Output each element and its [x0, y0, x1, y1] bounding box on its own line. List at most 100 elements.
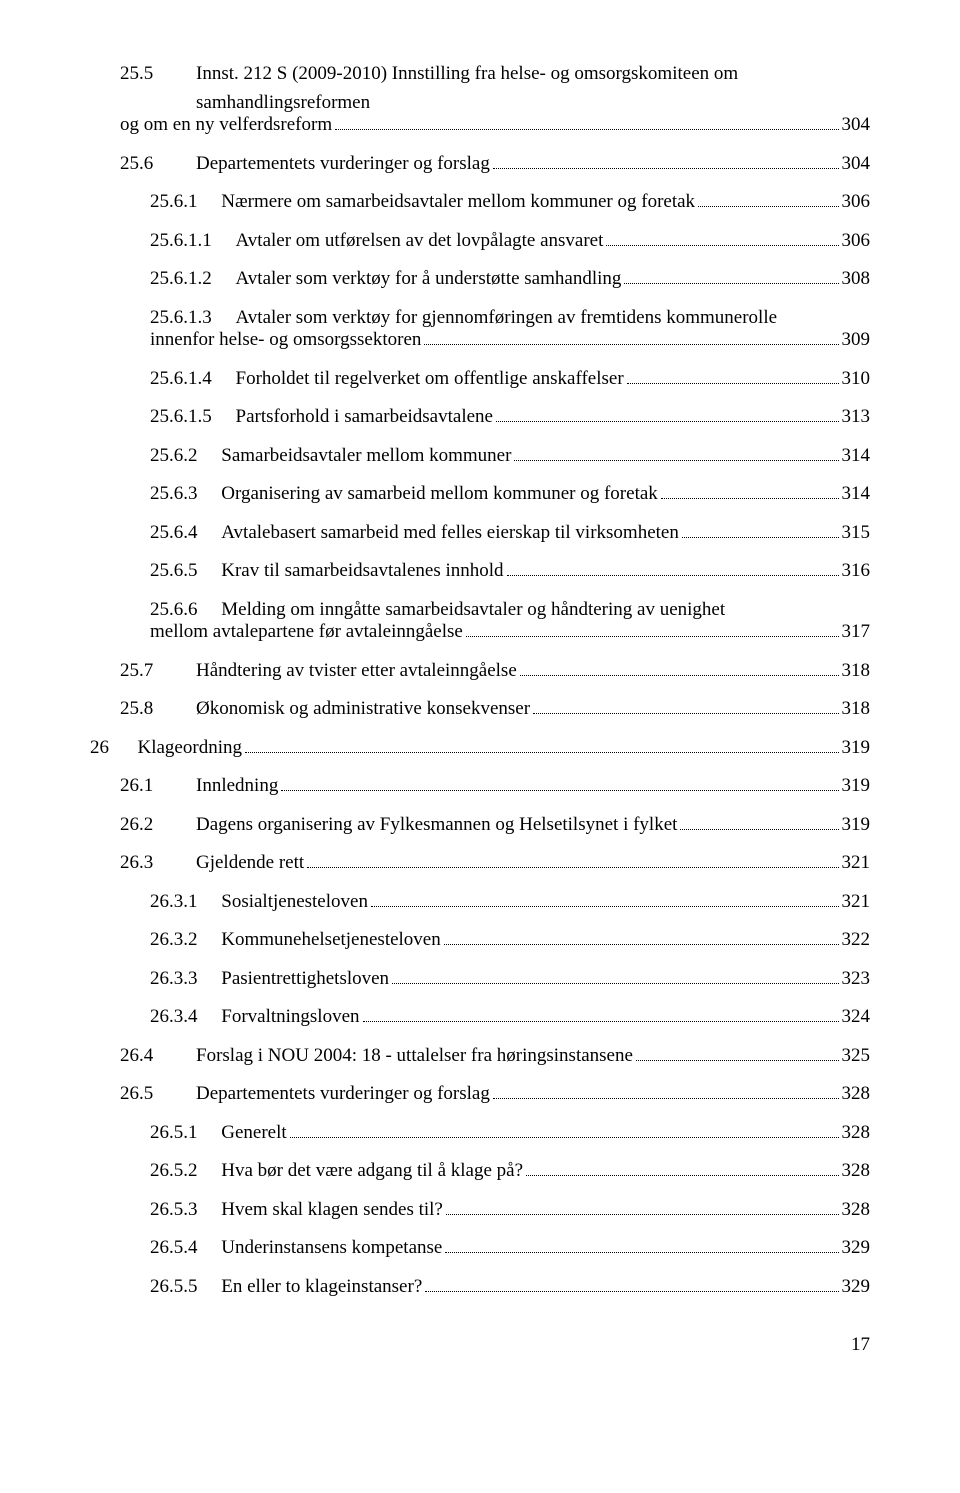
toc-number: 26	[90, 734, 138, 763]
toc-page: 313	[842, 403, 871, 432]
toc-entry: 26.3.1 Sosialtjenesteloven321	[150, 888, 870, 917]
toc-title: Klageordning	[138, 734, 242, 763]
toc-leader-dots	[392, 983, 838, 984]
toc-page: 304	[842, 111, 871, 140]
toc-leader-dots	[444, 944, 839, 945]
toc-title: Krav til samarbeidsavtalenes innhold	[221, 557, 503, 586]
toc-page: 318	[842, 695, 871, 724]
toc-page: 328	[842, 1119, 871, 1148]
page-number: 17	[90, 1331, 870, 1360]
toc-entry: 25.6.1.4 Forholdet til regelverket om of…	[150, 365, 870, 394]
toc-number: 25.6.4	[150, 519, 221, 548]
toc-entry: 25.6.1.5 Partsforhold i samarbeidsavtale…	[150, 403, 870, 432]
toc-page: 310	[842, 365, 871, 394]
toc-leader-dots	[425, 1291, 838, 1292]
toc-page: 325	[842, 1042, 871, 1071]
toc-leader-dots	[424, 344, 838, 345]
toc-number: 26.5.3	[150, 1196, 221, 1225]
toc-number: 25.6.1.4	[150, 365, 236, 394]
toc-number: 25.8	[120, 695, 196, 724]
toc-number: 25.6	[120, 150, 196, 179]
toc-leader-dots	[493, 168, 839, 169]
toc-title: Avtaler som verktøy for å understøtte sa…	[236, 265, 622, 294]
toc-entry: 26.5.3 Hvem skal klagen sendes til? 328	[150, 1196, 870, 1225]
toc-title: Nærmere om samarbeidsavtaler mellom komm…	[221, 188, 695, 217]
toc-title-tail: mellom avtalepartene før avtaleinngåelse	[150, 618, 463, 647]
toc-title: Forholdet til regelverket om offentlige …	[236, 365, 624, 394]
toc-page: 323	[842, 965, 871, 994]
toc-number: 26.3.1	[150, 888, 221, 917]
toc-page: 318	[842, 657, 871, 686]
toc-leader-dots	[290, 1137, 839, 1138]
toc-leader-dots	[466, 636, 839, 637]
toc-title: Avtalebasert samarbeid med felles eiersk…	[221, 519, 679, 548]
toc-title: Hvem skal klagen sendes til?	[221, 1196, 443, 1225]
toc-entry: 26.5.5 En eller to klageinstanser?329	[150, 1273, 870, 1302]
toc-number: 25.7	[120, 657, 196, 686]
toc-entry: 26.2 Dagens organisering av Fylkesmannen…	[120, 811, 870, 840]
toc-number: 26.5.2	[150, 1157, 221, 1186]
toc-page: 314	[842, 442, 871, 471]
toc-number: 26.4	[120, 1042, 196, 1071]
table-of-contents: 25.5 Innst. 212 S (2009-2010) Innstillin…	[90, 60, 870, 1301]
toc-page: 309	[842, 326, 871, 355]
toc-number: 26.5.1	[150, 1119, 221, 1148]
toc-number: 25.6.1.1	[150, 227, 236, 256]
toc-title: Departementets vurderinger og forslag	[196, 150, 490, 179]
toc-entry: 25.8 Økonomisk og administrative konsekv…	[120, 695, 870, 724]
toc-title-tail: og om en ny velferdsreform	[120, 111, 332, 140]
toc-title: Partsforhold i samarbeidsavtalene	[236, 403, 493, 432]
toc-page: 314	[842, 480, 871, 509]
toc-title: Organisering av samarbeid mellom kommune…	[221, 480, 658, 509]
toc-title: En eller to klageinstanser?	[221, 1273, 422, 1302]
toc-page: 322	[842, 926, 871, 955]
toc-leader-dots	[307, 867, 838, 868]
toc-number: 26.5	[120, 1080, 196, 1109]
toc-entry: 26.1 Innledning319	[120, 772, 870, 801]
toc-leader-dots	[526, 1175, 838, 1176]
toc-page: 317	[842, 618, 871, 647]
toc-number: 26.1	[120, 772, 196, 801]
toc-entry: 26.3.4 Forvaltningsloven324	[150, 1003, 870, 1032]
toc-number: 26.5.4	[150, 1234, 221, 1263]
toc-entry: 26.5.2 Hva bør det være adgang til å kla…	[150, 1157, 870, 1186]
toc-leader-dots	[636, 1060, 839, 1061]
toc-page: 319	[842, 734, 871, 763]
toc-entry: 25.6.4 Avtalebasert samarbeid med felles…	[150, 519, 870, 548]
toc-leader-dots	[533, 713, 838, 714]
toc-entry: 25.5 Innst. 212 S (2009-2010) Innstillin…	[120, 60, 870, 117]
toc-entry: 26.3.2 Kommunehelsetjenesteloven322	[150, 926, 870, 955]
toc-page: 329	[842, 1273, 871, 1302]
toc-number: 25.6.5	[150, 557, 221, 586]
toc-title: Økonomisk og administrative konsekvenser	[196, 695, 530, 724]
toc-number: 25.6.2	[150, 442, 221, 471]
toc-title: Forslag i NOU 2004: 18 - uttalelser fra …	[196, 1042, 633, 1071]
toc-leader-dots	[363, 1021, 839, 1022]
toc-page: 328	[842, 1080, 871, 1109]
toc-title: Departementets vurderinger og forslag	[196, 1080, 490, 1109]
toc-number: 25.6.3	[150, 480, 221, 509]
toc-page: 328	[842, 1157, 871, 1186]
toc-entry: 26.3 Gjeldende rett321	[120, 849, 870, 878]
toc-title: Gjeldende rett	[196, 849, 304, 878]
toc-leader-dots	[496, 421, 839, 422]
toc-entry: 26 Klageordning 319	[90, 734, 870, 763]
toc-number: 25.6.1.5	[150, 403, 236, 432]
toc-leader-dots	[627, 383, 839, 384]
toc-page: 308	[842, 265, 871, 294]
toc-leader-dots	[493, 1098, 839, 1099]
toc-entry: 25.6.5 Krav til samarbeidsavtalenes innh…	[150, 557, 870, 586]
toc-number: 26.3.3	[150, 965, 221, 994]
toc-page: 306	[842, 188, 871, 217]
toc-leader-dots	[514, 460, 838, 461]
toc-entry: 25.6.3 Organisering av samarbeid mellom …	[150, 480, 870, 509]
toc-title: Innst. 212 S (2009-2010) Innstilling fra…	[196, 60, 870, 117]
toc-title: Generelt	[221, 1119, 286, 1148]
toc-page: 316	[842, 557, 871, 586]
toc-entry: 25.6.2 Samarbeidsavtaler mellom kommuner…	[150, 442, 870, 471]
toc-leader-dots	[698, 206, 838, 207]
toc-page: 321	[842, 849, 871, 878]
toc-leader-dots	[245, 752, 839, 753]
toc-page: 328	[842, 1196, 871, 1225]
toc-title: Forvaltningsloven	[221, 1003, 359, 1032]
